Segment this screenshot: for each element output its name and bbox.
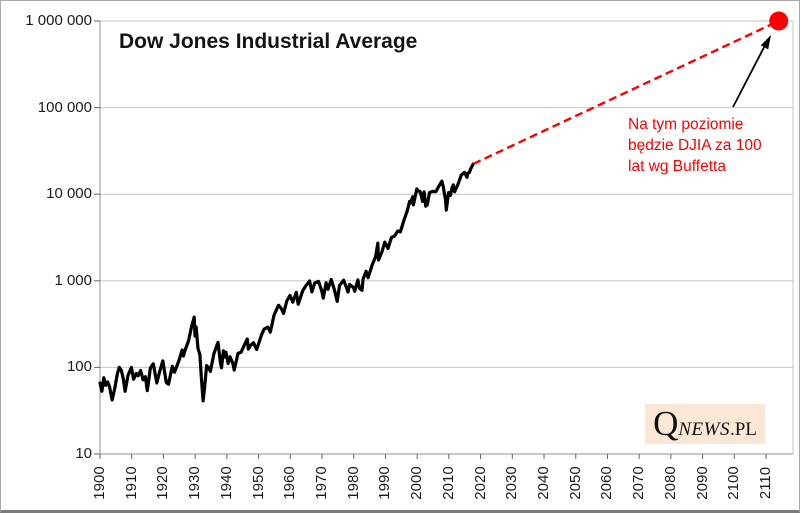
x-axis-label: 2070 bbox=[630, 466, 648, 500]
x-axis-label: 1980 bbox=[344, 466, 362, 500]
buffett-annotation: Na tym poziomie będzie DJIA za 100 lat w… bbox=[628, 114, 788, 177]
x-axis-label: 2000 bbox=[408, 466, 426, 500]
y-axis-label: 10 000 bbox=[46, 185, 92, 203]
y-axis-label: 10 bbox=[75, 445, 92, 462]
x-axis-label: 1960 bbox=[281, 466, 299, 500]
arrow-line bbox=[732, 42, 768, 108]
buffett-annotation-line1: Na tym poziomie bbox=[628, 116, 744, 133]
projection-dashed-line bbox=[472, 19, 780, 165]
x-axis-label: 1940 bbox=[217, 466, 235, 500]
x-axis-label: 1930 bbox=[186, 466, 204, 500]
x-axis-label: 1910 bbox=[122, 466, 140, 500]
x-axis-label: 2090 bbox=[693, 466, 711, 500]
qnews-logo-news: NEWS bbox=[678, 419, 730, 440]
arrow-head-icon bbox=[760, 35, 771, 50]
x-axis-label: 1920 bbox=[154, 466, 172, 500]
endpoint-dot bbox=[769, 11, 789, 31]
djia-series-line bbox=[98, 162, 475, 403]
y-axis-label: 100 bbox=[66, 358, 92, 376]
x-axis-label: 1900 bbox=[91, 466, 108, 500]
x-axis-label: 2050 bbox=[566, 466, 584, 500]
y-axis-label: 100 000 bbox=[37, 98, 92, 116]
x-axis-label: 1950 bbox=[249, 466, 267, 500]
x-axis-label: 2060 bbox=[598, 466, 616, 500]
chart-title: Dow Jones Industrial Average bbox=[119, 30, 418, 53]
qnews-logo: Q NEWS .PL bbox=[645, 404, 765, 444]
qnews-logo-q: Q bbox=[653, 404, 679, 443]
x-axis-label: 2010 bbox=[439, 466, 457, 500]
x-axis-label: 2030 bbox=[503, 466, 521, 500]
qnews-logo-pl: .PL bbox=[729, 419, 757, 440]
y-axis-label: 1 000 bbox=[54, 271, 92, 289]
buffett-annotation-line3: lat wg Buffetta bbox=[628, 158, 726, 175]
buffett-annotation-line2: będzie DJIA za 100 bbox=[628, 137, 762, 154]
x-axis-label: 2100 bbox=[725, 466, 743, 500]
y-axis-label: 1 000 000 bbox=[25, 12, 92, 29]
x-axis-label: 2080 bbox=[661, 466, 679, 500]
x-axis-label: 2020 bbox=[471, 466, 489, 500]
x-axis-label: 2040 bbox=[535, 466, 553, 500]
x-axis-label: 2110 bbox=[757, 466, 775, 500]
x-axis-label: 1970 bbox=[313, 466, 330, 500]
x-axis-label: 1990 bbox=[376, 466, 394, 500]
